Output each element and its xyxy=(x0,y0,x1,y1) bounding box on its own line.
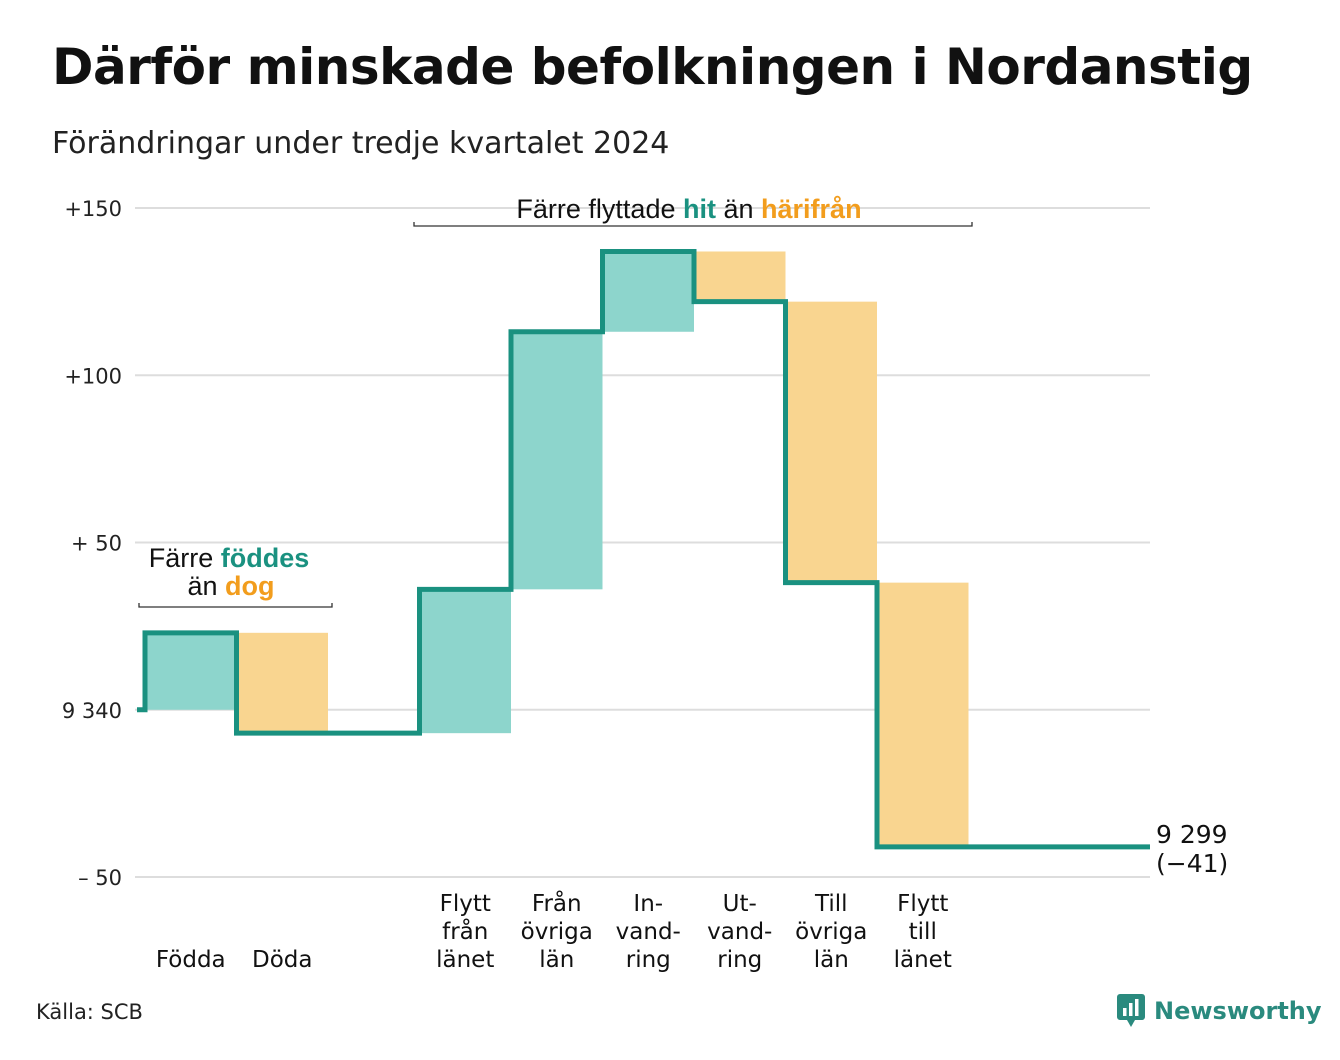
x-axis-label: ring xyxy=(626,947,671,973)
end-value: 9 299 xyxy=(1156,820,1228,849)
x-axis-label: län xyxy=(814,947,849,973)
x-axis-label: länet xyxy=(894,947,952,973)
y-tick-label: +150 xyxy=(64,197,122,221)
newsworthy-logo-icon xyxy=(1117,994,1145,1027)
x-axis-labels: Födda DödaFlyttfrånlänetFrånövrigalänIn-v… xyxy=(156,889,952,973)
annotation-migration: Färre flyttade hit än härifrån xyxy=(516,194,861,224)
x-axis-label: Födda xyxy=(156,947,226,973)
annotation-part: än xyxy=(716,194,761,224)
x-axis-label: ring xyxy=(717,947,762,973)
end-value-label: 9 299(−41) xyxy=(1156,820,1228,878)
bar-decrease xyxy=(877,582,969,847)
end-change: (−41) xyxy=(1156,849,1228,878)
x-axis-label: Ut- xyxy=(723,891,757,917)
source-note: Källa: SCB xyxy=(36,1000,143,1024)
annotation-part: föddes xyxy=(221,543,310,573)
running-total-line xyxy=(137,248,1150,850)
y-axis-ticks: +150 +100 + 50 9 340 – 50 xyxy=(62,197,122,890)
bar-increase xyxy=(419,589,511,734)
bar-increase xyxy=(511,331,603,590)
annotation-part: hit xyxy=(683,194,716,224)
x-axis-label: In- xyxy=(633,891,663,917)
annotation-births-deaths-line2: än dog xyxy=(187,571,274,601)
x-axis-label: vand- xyxy=(616,919,681,945)
x-axis-label: Från xyxy=(532,889,582,917)
x-axis-label: från xyxy=(442,917,488,945)
y-tick-label: – 50 xyxy=(78,866,122,890)
x-axis-label: län xyxy=(539,947,574,973)
x-axis-label: länet xyxy=(436,947,494,973)
brand-name: Newsworthy xyxy=(1154,997,1322,1025)
x-axis-label: Döda xyxy=(252,947,312,973)
x-axis-label: övriga xyxy=(795,919,867,945)
bars xyxy=(145,251,969,847)
step-line xyxy=(137,248,1150,850)
bar-decrease xyxy=(694,251,786,302)
annotation-part: Färre flyttade xyxy=(516,194,683,224)
x-axis-label: Flytt xyxy=(440,891,491,917)
chart-title: Därför minskade befolkningen i Nordansti… xyxy=(52,38,1253,96)
chart-subtitle: Förändringar under tredje kvartalet 2024 xyxy=(52,126,670,161)
bar-decrease xyxy=(236,632,328,734)
annotation-part: dog xyxy=(225,571,274,601)
annotation-part: Färre xyxy=(149,543,221,573)
x-axis-label: till xyxy=(909,919,937,945)
x-axis-label: Till xyxy=(814,891,848,917)
annotation-part: än xyxy=(187,571,225,601)
bar-increase xyxy=(145,632,237,710)
x-axis-label: Flytt xyxy=(897,891,948,917)
bar-increase xyxy=(602,251,694,332)
y-tick-label: +100 xyxy=(64,364,122,388)
annotation-births-deaths: Färre föddes xyxy=(149,543,310,573)
bar-decrease xyxy=(785,301,877,583)
annotation-part: härifrån xyxy=(761,194,862,224)
y-tick-label: 9 340 xyxy=(62,699,122,723)
y-tick-label: + 50 xyxy=(71,532,122,556)
annotation-bracket xyxy=(413,222,973,227)
brand-logo: Newsworthy xyxy=(1116,993,1322,1029)
annotation-bracket xyxy=(138,603,333,608)
x-axis-label: övriga xyxy=(521,919,593,945)
x-axis-label: vand- xyxy=(707,919,772,945)
